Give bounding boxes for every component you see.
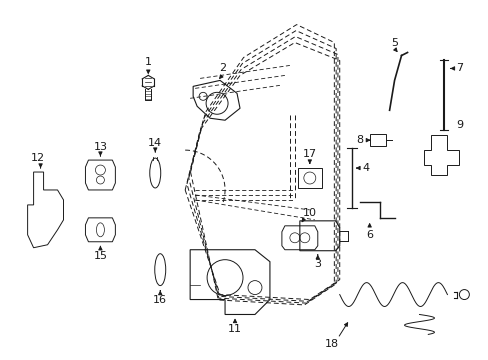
Text: 12: 12 [30,153,44,163]
Text: 7: 7 [455,63,462,73]
Text: 2: 2 [219,63,226,73]
Text: 15: 15 [93,251,107,261]
Text: 14: 14 [148,138,162,148]
Text: 6: 6 [366,230,372,240]
Text: 8: 8 [355,135,363,145]
Text: 9: 9 [455,120,462,130]
Text: 16: 16 [153,294,167,305]
Text: 11: 11 [227,324,242,334]
Text: 1: 1 [144,58,151,67]
Text: 5: 5 [390,37,397,48]
Text: 10: 10 [302,208,316,218]
Text: 4: 4 [361,163,368,173]
Text: 18: 18 [324,339,338,349]
Text: 13: 13 [93,142,107,152]
Text: 3: 3 [314,259,321,269]
Text: 17: 17 [302,149,316,159]
